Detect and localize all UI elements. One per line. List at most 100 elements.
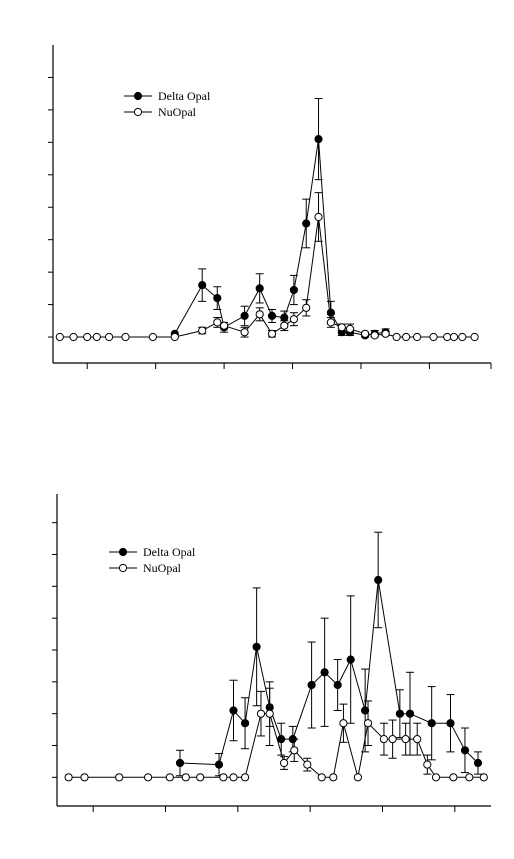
data-point-delta-opal (302, 219, 311, 228)
data-point-nuopal (363, 719, 373, 728)
data-point-delta-opal (240, 311, 249, 320)
data-point-delta-opal (346, 655, 355, 664)
data-point-delta-opal (314, 135, 323, 144)
series-line-nuopal (59, 216, 475, 338)
data-point-delta-opal (395, 709, 404, 718)
legend-marker-delta-opal (118, 547, 128, 557)
data-point-nuopal (458, 332, 467, 342)
data-point-nuopal (115, 773, 124, 782)
data-point-nuopal (370, 331, 379, 340)
data-point-nuopal (479, 773, 488, 782)
data-point-nuopal (69, 332, 78, 342)
data-point-nuopal (170, 332, 179, 342)
data-point-nuopal (431, 773, 441, 782)
data-point-nuopal (449, 773, 458, 782)
data-point-nuopal (83, 332, 92, 342)
data-point-delta-opal (241, 719, 250, 728)
data-point-nuopal (213, 318, 222, 327)
data-point-nuopal (256, 709, 266, 718)
data-point-nuopal (429, 332, 438, 342)
data-point-delta-opal (280, 313, 289, 322)
chart-bottom: Delta Opal NuOpal (52, 494, 491, 812)
data-point-delta-opal (427, 719, 436, 728)
data-point-delta-opal (289, 285, 298, 295)
series-line-delta-opal (179, 579, 479, 766)
legend-marker-delta-opal (133, 91, 143, 101)
data-point-delta-opal (214, 760, 224, 769)
data-point-delta-opal (333, 680, 342, 690)
data-point-nuopal (280, 321, 289, 330)
data-point-nuopal (241, 773, 250, 782)
data-point-delta-opal (320, 668, 329, 677)
data-point-delta-opal (374, 575, 383, 585)
data-point-nuopal (361, 329, 370, 338)
data-point-nuopal (345, 324, 355, 333)
data-point-delta-opal (255, 284, 264, 293)
legend-marker-nuopal (133, 107, 143, 117)
series-line-nuopal (68, 713, 484, 778)
data-point-delta-opal (277, 735, 286, 744)
data-point-nuopal (219, 773, 228, 782)
data-point-nuopal (443, 332, 452, 342)
data-point-delta-opal (460, 746, 470, 755)
data-point-nuopal (413, 735, 422, 744)
data-point-delta-opal (405, 709, 415, 718)
data-point-nuopal (121, 332, 130, 342)
data-point-nuopal (314, 212, 323, 222)
data-point-nuopal (381, 329, 390, 338)
data-point-nuopal (401, 735, 410, 744)
data-point-nuopal (379, 735, 388, 744)
data-point-delta-opal (175, 758, 185, 768)
data-point-nuopal (64, 773, 73, 782)
data-point-nuopal (196, 773, 205, 782)
data-point-nuopal (144, 773, 153, 782)
data-point-delta-opal (307, 680, 316, 690)
data-point-nuopal (470, 332, 479, 342)
legend-label-delta-opal-top: Delta Opal (158, 89, 211, 103)
data-point-nuopal (317, 773, 326, 782)
data-point-nuopal (402, 332, 411, 342)
data-point-nuopal (265, 709, 274, 718)
data-point-nuopal (423, 760, 432, 769)
data-point-nuopal (392, 332, 401, 342)
data-point-nuopal (465, 773, 474, 782)
data-point-nuopal (80, 773, 89, 782)
data-point-nuopal (337, 323, 346, 332)
data-point-delta-opal (473, 758, 483, 768)
data-point-nuopal (267, 329, 277, 338)
data-point-delta-opal (198, 281, 207, 290)
data-point-nuopal (388, 735, 397, 744)
data-point-delta-opal (252, 642, 261, 651)
data-point-delta-opal (267, 311, 277, 320)
legend-label-nuopal-top: NuOpal (158, 105, 197, 119)
data-point-nuopal (148, 332, 157, 342)
data-point-nuopal (303, 760, 312, 769)
chart-top: Delta Opal NuOpal (48, 45, 492, 369)
data-point-nuopal (181, 773, 190, 782)
legend-marker-nuopal (118, 563, 128, 573)
data-point-nuopal (329, 773, 338, 782)
data-point-nuopal (353, 773, 362, 782)
data-point-delta-opal (229, 706, 238, 715)
data-point-nuopal (289, 315, 298, 324)
data-point-nuopal (302, 303, 311, 312)
data-point-nuopal (92, 332, 101, 342)
data-point-nuopal (198, 326, 207, 335)
data-point-delta-opal (446, 719, 455, 728)
data-point-nuopal (255, 310, 264, 319)
data-point-nuopal (449, 332, 459, 342)
data-point-nuopal (55, 332, 64, 342)
data-point-nuopal (280, 758, 289, 768)
legend-label-nuopal-bottom: NuOpal (143, 561, 182, 575)
series-line-delta-opal (174, 139, 386, 336)
data-point-delta-opal (326, 308, 335, 317)
data-point-nuopal (240, 328, 249, 337)
data-point-nuopal (290, 746, 299, 755)
data-point-nuopal (229, 773, 238, 782)
data-point-nuopal (339, 719, 348, 728)
data-point-nuopal (413, 332, 422, 342)
data-point-nuopal (165, 773, 174, 782)
data-point-nuopal (326, 318, 335, 327)
data-point-delta-opal (361, 706, 370, 715)
